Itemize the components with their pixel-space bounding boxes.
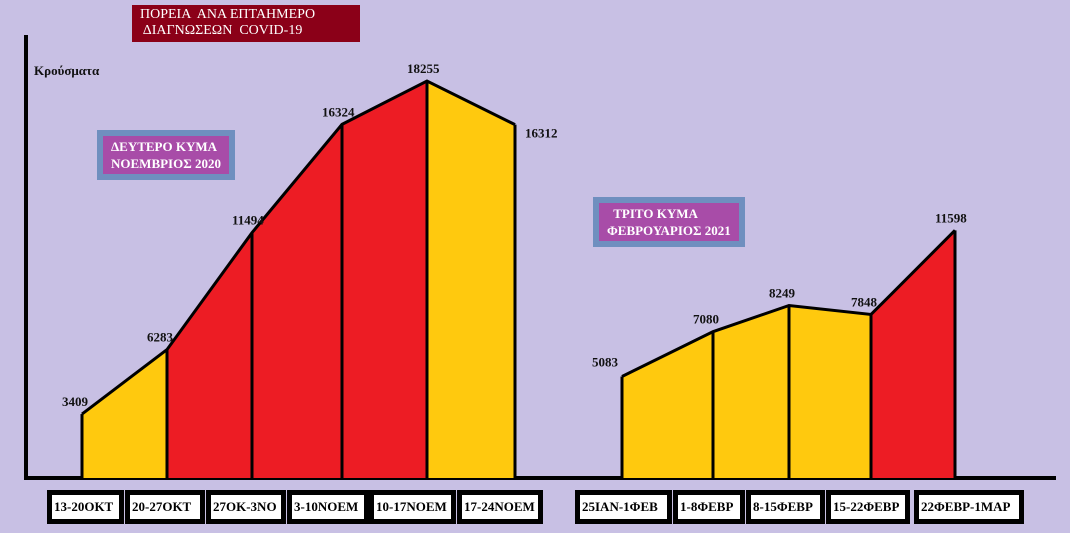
- third-wave-note: ΤΡΙΤΟ ΚΥΜΑ ΦΕΒΡΟΥΑΡΙΟΣ 2021: [593, 197, 745, 247]
- area-segment: [622, 331, 713, 478]
- area-segment: [252, 124, 342, 479]
- area-segment: [789, 305, 871, 478]
- x-tick-label: 17-24ΝΟΕΜ: [457, 490, 543, 524]
- area-segment: [167, 232, 252, 478]
- x-tick-label: 15-22ΦΕΒΡ: [826, 490, 910, 524]
- x-tick-label: 10-17ΝΟΕΜ: [369, 490, 456, 524]
- series-line: [81, 79, 516, 416]
- x-tick-label: 8-15ΦΕΒΡ: [746, 490, 825, 524]
- third-wave-note-text: ΤΡΙΤΟ ΚΥΜΑ ΦΕΒΡΟΥΑΡΙΟΣ 2021: [599, 203, 739, 241]
- second-wave-note: ΔΕΥΤΕΡΟ ΚΥΜΑ ΝΟΕΜΒΡΙΟΣ 2020: [97, 130, 235, 180]
- y-axis-label: Κρούσματα: [34, 63, 100, 78]
- data-label: 11494: [232, 213, 264, 228]
- data-label: 3409: [62, 394, 89, 409]
- area-segment: [713, 305, 789, 478]
- x-tick-label: 27ΟΚ-3ΝΟ: [206, 490, 286, 524]
- data-label: 16312: [525, 126, 558, 141]
- data-label: 6283: [147, 330, 174, 345]
- data-label: 16324: [322, 104, 355, 119]
- x-tick-label: 1-8ΦΕΒΡ: [673, 490, 745, 524]
- x-tick-label: 3-10ΝΟΕΜ: [287, 490, 369, 524]
- data-label: 8249: [769, 285, 796, 300]
- x-tick-label: 20-27ΟΚΤ: [125, 490, 205, 524]
- x-tick-label: 13-20ΟΚΤ: [47, 490, 124, 524]
- area-segment: [427, 81, 515, 479]
- data-label: 5083: [592, 354, 619, 369]
- data-label: 11598: [935, 210, 967, 225]
- second-wave-note-text: ΔΕΥΤΕΡΟ ΚΥΜΑ ΝΟΕΜΒΡΙΟΣ 2020: [103, 136, 229, 174]
- data-label: 7848: [851, 294, 878, 309]
- data-label: 7080: [693, 312, 719, 327]
- area-segment: [871, 230, 955, 478]
- chart-title: ΠΟΡΕΙΑ ΑΝΑ ΕΠΤΑΗΜΕΡΟ ΔΙΑΓΝΩΣΕΩΝ COVID-19: [132, 5, 360, 42]
- area-segment: [82, 349, 167, 478]
- area-segment: [342, 81, 427, 479]
- x-tick-label: 22ΦΕΒΡ-1ΜΑΡ: [914, 490, 1024, 524]
- data-label: 18255: [407, 61, 440, 76]
- x-tick-label: 25ΙΑΝ-1ΦΕΒ: [575, 490, 672, 524]
